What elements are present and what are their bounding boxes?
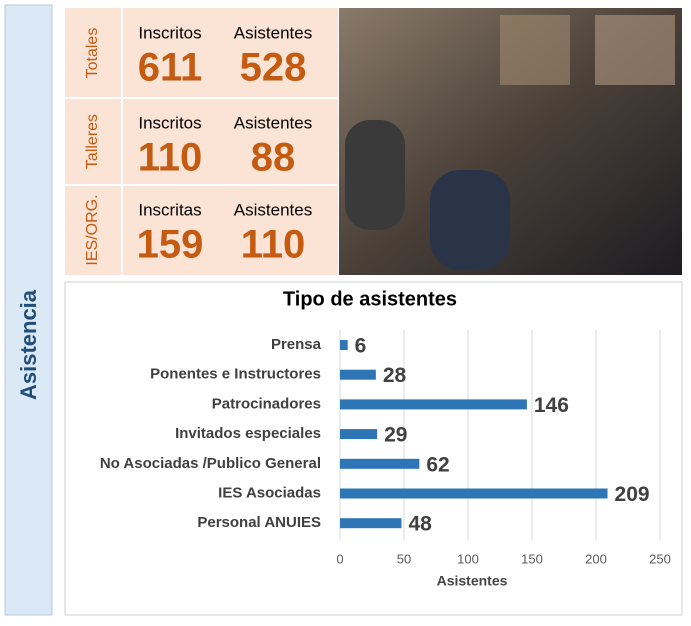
photo-arch [500, 15, 570, 85]
y-tick-label: Personal ANUIES [197, 514, 321, 531]
bar [340, 399, 527, 410]
stat-label: Asistentes [234, 23, 312, 42]
stats-panel [65, 8, 338, 275]
sidebar-label: Asistencia [16, 289, 41, 400]
x-tick-label: 150 [521, 551, 543, 566]
y-tick-label: Patrocinadores [212, 395, 321, 412]
stat-label: Inscritas [138, 200, 201, 219]
data-label: 48 [408, 513, 432, 536]
stat-label: Inscritos [138, 113, 201, 132]
chart-panel [64, 281, 683, 616]
x-tick-label: 250 [649, 551, 671, 566]
stat-value: 110 [138, 136, 203, 180]
chart-title: Tipo de asistentes [283, 288, 457, 310]
row-label: Talleres [84, 114, 101, 169]
data-label: 62 [426, 453, 449, 476]
x-tick-label: 100 [457, 551, 479, 566]
stat-label: Asistentes [234, 200, 312, 219]
y-tick-label: Prensa [271, 336, 322, 353]
stat-value: 528 [240, 46, 307, 90]
photo-person [430, 170, 510, 270]
data-label: 28 [383, 364, 407, 387]
x-axis-label: Asistentes [437, 573, 508, 589]
data-label: 209 [615, 483, 650, 506]
stat-label: Inscritos [138, 23, 201, 42]
bar [340, 429, 378, 440]
x-tick-label: 200 [585, 551, 607, 566]
data-label: 29 [384, 424, 407, 447]
stat-label: Asistentes [234, 113, 312, 132]
sidebar [4, 4, 53, 616]
y-tick-label: IES Asociadas [218, 484, 321, 501]
bar [340, 369, 376, 380]
y-tick-label: Invitados especiales [175, 425, 321, 442]
x-tick-label: 0 [336, 551, 343, 566]
y-tick-label: No Asociadas /Publico General [100, 455, 321, 472]
x-tick-label: 50 [397, 551, 411, 566]
row-label: IES/ORG. [84, 194, 101, 265]
bar [340, 518, 402, 529]
data-label: 6 [355, 335, 367, 358]
bar [340, 340, 348, 350]
row-label: Totales [84, 28, 101, 79]
data-label: 146 [534, 394, 569, 417]
stat-value: 88 [251, 136, 296, 180]
stat-value: 159 [137, 223, 204, 267]
photo-person [345, 120, 405, 230]
photo-arch [595, 15, 675, 85]
stat-value: 110 [241, 223, 306, 267]
bar [340, 488, 608, 499]
y-tick-label: Ponentes e Instructores [150, 366, 321, 383]
bar [340, 458, 420, 469]
stat-value: 611 [138, 46, 203, 90]
